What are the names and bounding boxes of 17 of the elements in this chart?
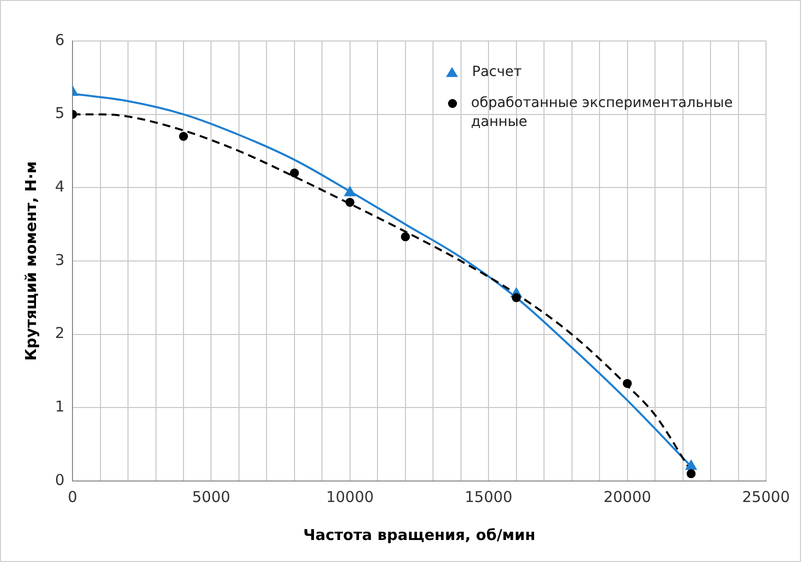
y-tick-label: 3 (54, 250, 65, 269)
y-tick-label: 1 (54, 398, 65, 416)
y-tick-label: 2 (54, 324, 65, 342)
legend-label: обработанные экспериментальные данные (471, 94, 734, 132)
x-tick-label: 10000 (326, 488, 374, 506)
y-tick-label: 4 (54, 178, 65, 196)
x-axis-title: Частота вращения, об/мин (303, 526, 536, 544)
y-tick-label: 5 (54, 104, 65, 122)
x-tick-label: 0 (68, 488, 78, 506)
x-tick-label: 15000 (464, 488, 512, 506)
y-tick-label: 6 (54, 30, 65, 49)
x-tick-label: 25000 (742, 488, 790, 506)
y-tick-label: 0 (54, 470, 65, 489)
x-tick-label: 20000 (603, 488, 652, 506)
y-axis-title: Крутящий момент, Н·м (22, 161, 40, 361)
x-tick-label: 5000 (192, 488, 230, 506)
legend-label: Расчет (472, 63, 522, 82)
